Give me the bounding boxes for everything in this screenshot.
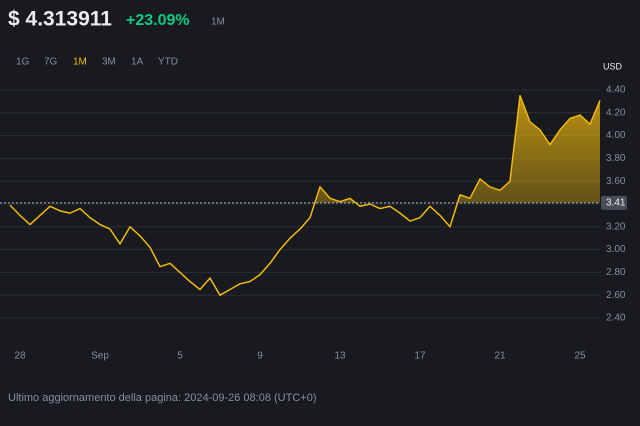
- x-tick-label: 17: [414, 351, 426, 362]
- area-fill: [10, 95, 600, 203]
- y-tick-label: 3.80: [606, 153, 626, 164]
- y-tick-label: 3.60: [606, 176, 626, 187]
- reference-label: 3.41: [606, 198, 626, 209]
- y-tick-label: 3.00: [606, 244, 626, 255]
- y-tick-label: 2.80: [606, 267, 626, 278]
- reference-badge: [601, 195, 627, 210]
- price-change: +23.09%: [126, 12, 190, 29]
- x-tick-label: 13: [334, 351, 346, 362]
- y-tick-label: 4.20: [606, 107, 626, 118]
- period: 1M: [211, 17, 225, 28]
- y-tick-label: 4.00: [606, 130, 626, 141]
- range-tab[interactable]: 7G: [44, 57, 58, 68]
- footer: Ultimo aggiornamento della pagina: 2024-…: [8, 392, 317, 404]
- x-tick-label: Sep: [91, 351, 109, 362]
- x-tick-label: 5: [177, 351, 183, 362]
- range-tab[interactable]: 1G: [16, 57, 30, 68]
- x-tick-label: 21: [494, 351, 506, 362]
- range-tab[interactable]: 3M: [102, 57, 116, 68]
- y-tick-label: 4.40: [606, 85, 626, 96]
- x-tick-label: 25: [574, 351, 586, 362]
- y-tick-label: 3.20: [606, 221, 626, 232]
- price-line: [9, 94, 601, 296]
- x-tick-label: 9: [257, 351, 263, 362]
- range-tab[interactable]: YTD: [158, 57, 178, 68]
- y-axis-label: USD: [603, 61, 623, 71]
- range-tab[interactable]: 1A: [131, 57, 144, 68]
- range-tab[interactable]: 1M: [73, 57, 87, 68]
- price: $ 4.313911: [8, 8, 112, 31]
- y-tick-label: 2.60: [606, 290, 626, 301]
- x-tick-label: 28: [14, 351, 26, 362]
- y-tick-label: 2.40: [606, 313, 626, 324]
